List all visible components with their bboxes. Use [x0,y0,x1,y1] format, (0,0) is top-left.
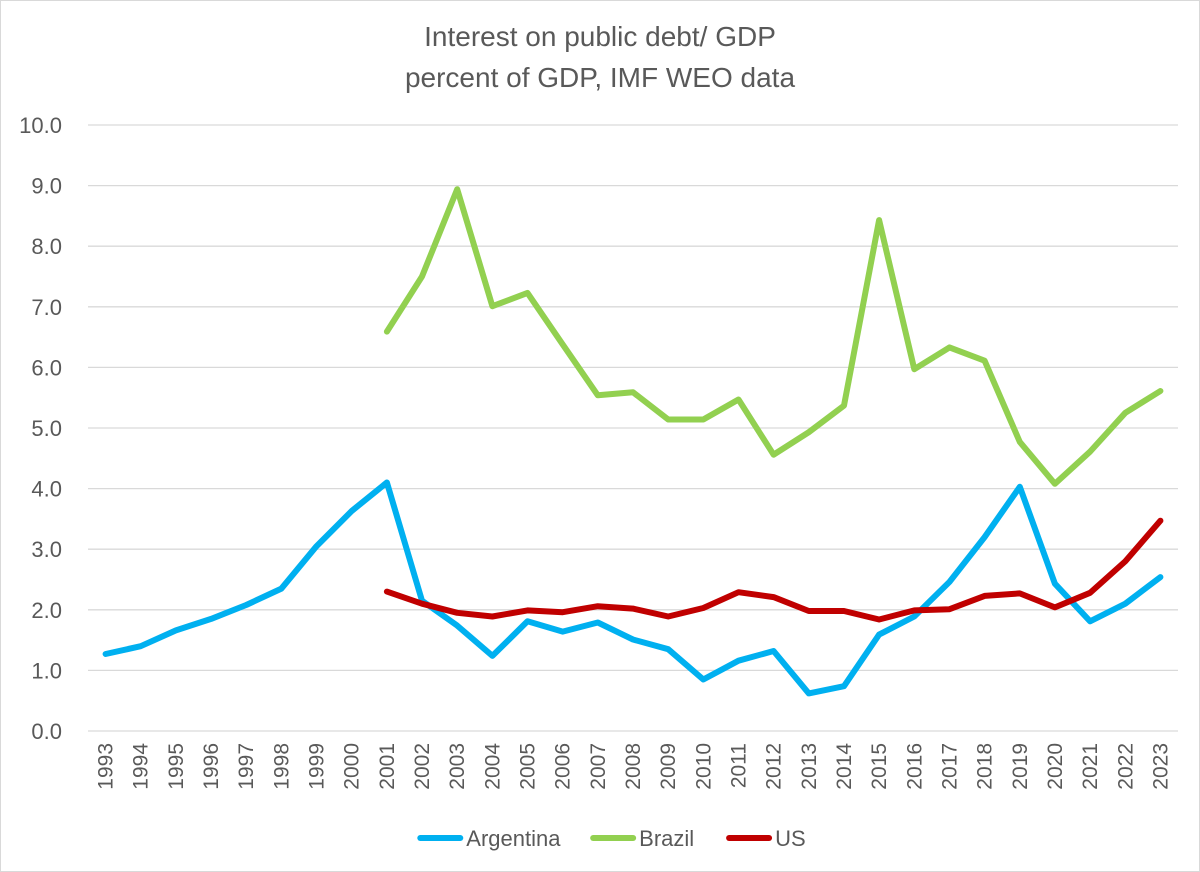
x-tick-label: 2017 [938,743,961,790]
x-tick-label: 2007 [587,743,610,790]
x-tick-label: 2021 [1079,743,1102,790]
legend-label: Brazil [639,826,694,851]
legend-label: Argentina [466,826,561,851]
gridlines [88,124,1178,732]
y-tick-label: 3.0 [31,537,62,562]
x-tick-label: 2023 [1149,743,1172,790]
legend-item-brazil: Brazil [590,826,694,851]
x-tick-label: 2003 [446,743,469,790]
chart-subtitle: percent of GDP, IMF WEO data [405,62,796,93]
y-tick-label: 2.0 [31,598,62,623]
series-line-brazil [383,186,1164,487]
x-tick-label: 2001 [376,743,399,790]
x-tick-label: 2005 [517,743,540,790]
x-tick-label: 2004 [481,743,504,790]
legend-item-us: US [726,826,806,851]
x-tick-label: 2008 [622,743,645,790]
x-tick-label: 2013 [798,743,821,790]
chart-title: Interest on public debt/ GDP [424,21,776,52]
y-tick-label: 5.0 [31,416,62,441]
legend-item-argentina: Argentina [417,826,561,851]
x-tick-label: 2015 [868,743,891,790]
x-tick-label: 2019 [1009,743,1032,790]
series-line-argentina [102,479,1164,697]
y-axis-tick-labels: 0.0 1.0 2.0 3.0 4.0 5.0 6.0 7.0 8.0 9.0 10.0 [19,113,62,744]
x-tick-label: 1993 [95,743,118,790]
x-tick-label: 2012 [763,743,786,790]
x-tick-label: 1994 [130,743,153,790]
y-tick-label: 0.0 [31,719,62,744]
y-tick-label: 4.0 [31,477,62,502]
legend-label: US [775,826,806,851]
x-tick-label: 1999 [306,743,329,790]
y-tick-label: 9.0 [31,174,62,199]
y-tick-label: 6.0 [31,355,62,380]
y-tick-label: 10.0 [19,113,62,138]
legend: Argentina Brazil US [417,826,806,851]
x-tick-label: 2020 [1044,743,1067,790]
x-tick-label: 2010 [692,743,715,790]
x-tick-label: 2011 [727,743,750,788]
x-tick-label: 2006 [552,743,575,790]
x-tick-label: 2000 [341,743,364,790]
x-tick-label: 1997 [235,743,258,790]
y-tick-label: 7.0 [31,295,62,320]
y-tick-label: 8.0 [31,234,62,259]
x-tick-label: 1998 [270,743,293,790]
x-tick-label: 1995 [165,743,188,790]
x-tick-label: 2009 [657,743,680,790]
series-lines [102,186,1164,697]
x-tick-label: 1996 [200,743,223,790]
x-axis-tick-labels: 1993 1994 1995 1996 1997 1998 1999 2000 2001 2002… [95,743,1173,790]
y-tick-label: 1.0 [31,658,62,683]
x-tick-label: 2002 [411,743,434,790]
x-tick-label: 2016 [903,743,926,790]
x-tick-label: 2018 [974,743,997,790]
series-line-us [383,517,1164,623]
x-tick-label: 2022 [1114,743,1137,790]
x-tick-label: 2014 [833,743,856,790]
